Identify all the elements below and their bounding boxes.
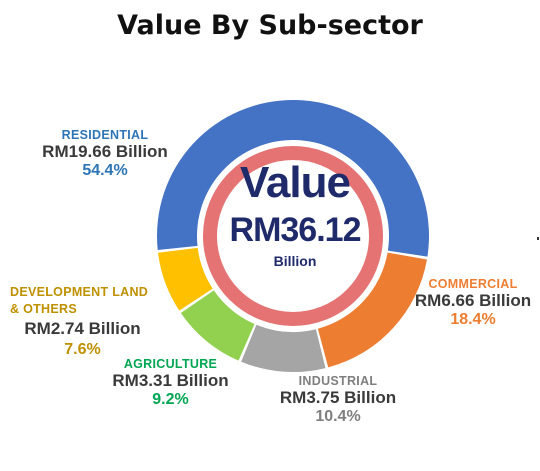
slice-category-line-1: DEVELOPMENT LAND xyxy=(10,285,149,299)
slice-percent: 9.2% xyxy=(152,391,189,408)
slice-value: RM6.66 Billion xyxy=(414,291,532,310)
donut-hole xyxy=(198,141,388,331)
slice-label-residential: RESIDENTIAL RM19.66 Billion 54.4% xyxy=(30,128,180,180)
slice-label-industrial: INDUSTRIAL RM3.75 Billion 10.4% xyxy=(258,374,418,426)
edge-mark xyxy=(537,237,539,240)
slice-category: AGRICULTURE xyxy=(123,357,218,371)
slice-agriculture xyxy=(180,290,255,361)
inner-ring xyxy=(203,146,383,326)
center-unit: Billion xyxy=(273,253,317,269)
slice-value: RM3.31 Billion xyxy=(112,371,229,390)
slice-value: RM2.74 Billion xyxy=(24,319,141,338)
chart-title: Value By Sub-sector xyxy=(117,10,423,41)
slice-percent: 18.4% xyxy=(450,311,496,328)
slice-commercial xyxy=(317,252,427,368)
slice-label-commercial: COMMERCIAL RM6.66 Billion 18.4% xyxy=(398,277,540,329)
slice-label-development-land: DEVELOPMENT LAND & OTHERS RM2.74 Billion… xyxy=(10,284,155,360)
center-heading: Value xyxy=(240,158,351,207)
slice-category: INDUSTRIAL xyxy=(298,374,378,388)
slice-category-line-2: & OTHERS xyxy=(10,302,77,316)
slice-label-agriculture: AGRICULTURE RM3.31 Billion 9.2% xyxy=(98,357,243,409)
slice-percent: 7.6% xyxy=(64,341,101,358)
slice-development-land xyxy=(158,247,213,311)
slice-percent: 10.4% xyxy=(315,408,361,425)
slice-residential xyxy=(157,99,429,257)
center-summary: Value RM36.12 Billion xyxy=(190,158,400,270)
center-value: RM36.12 xyxy=(229,211,362,249)
slice-value: RM3.75 Billion xyxy=(279,388,397,407)
slice-value: RM19.66 Billion xyxy=(42,142,168,161)
slice-percent: 54.4% xyxy=(82,162,128,179)
slice-category: COMMERCIAL xyxy=(428,277,518,291)
slice-industrial xyxy=(241,324,326,372)
slice-category: RESIDENTIAL xyxy=(61,128,149,142)
